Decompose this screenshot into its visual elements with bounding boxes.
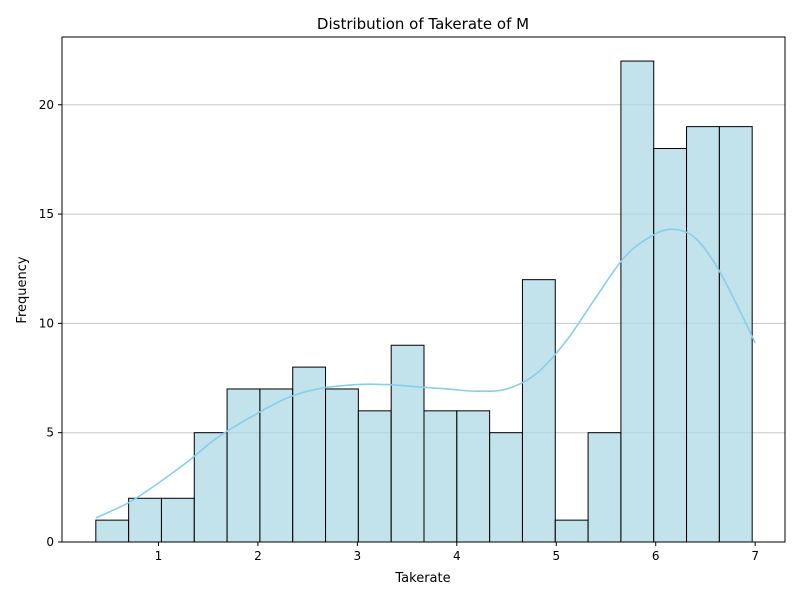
histogram-bar [554,519,589,543]
histogram-bar [259,388,294,543]
y-tick-label: 20 [39,98,54,112]
y-axis-ticks: 0 5 10 15 20 [39,98,62,549]
chart-title: Distribution of Takerate of M [317,15,529,33]
x-tick-label: 1 [155,549,163,563]
histogram-bars [95,60,753,543]
x-tick-label: 2 [254,549,262,563]
x-axis-label: Takerate [394,571,450,586]
kde-curve-group [95,228,756,519]
x-tick-label: 6 [652,549,660,563]
histogram-bar [292,366,327,543]
histogram-bar [489,432,523,543]
histogram-bar [620,60,655,543]
y-tick-label: 15 [39,207,54,221]
y-tick-label: 5 [46,426,54,440]
x-tick-label: 4 [453,549,461,563]
y-tick-label: 0 [46,535,54,549]
x-axis-ticks: 1 2 3 4 5 6 7 [155,542,759,563]
x-tick-label: 7 [751,549,759,563]
kde-curve [95,228,756,519]
plot-frame [61,36,786,543]
histogram-bar [653,147,688,543]
histogram-bar [718,126,753,543]
y-tick-label: 10 [39,316,54,330]
histogram-bar [686,126,720,543]
histogram-bar [160,497,195,543]
x-tick-label: 3 [354,549,362,563]
histogram-bar [521,279,556,543]
histogram-bar [390,344,425,543]
histogram-bar [423,410,458,543]
histogram-bar [357,410,392,543]
y-axis-label: Frequency [15,256,30,323]
histogram-bar [128,497,162,543]
x-tick-label: 5 [552,549,560,563]
histogram-bar [193,432,228,543]
histogram-bar [587,432,622,543]
histogram-bar [226,388,261,543]
histogram-bar [456,410,491,543]
histogram-bar [95,519,130,543]
histogram-bar [325,388,359,543]
